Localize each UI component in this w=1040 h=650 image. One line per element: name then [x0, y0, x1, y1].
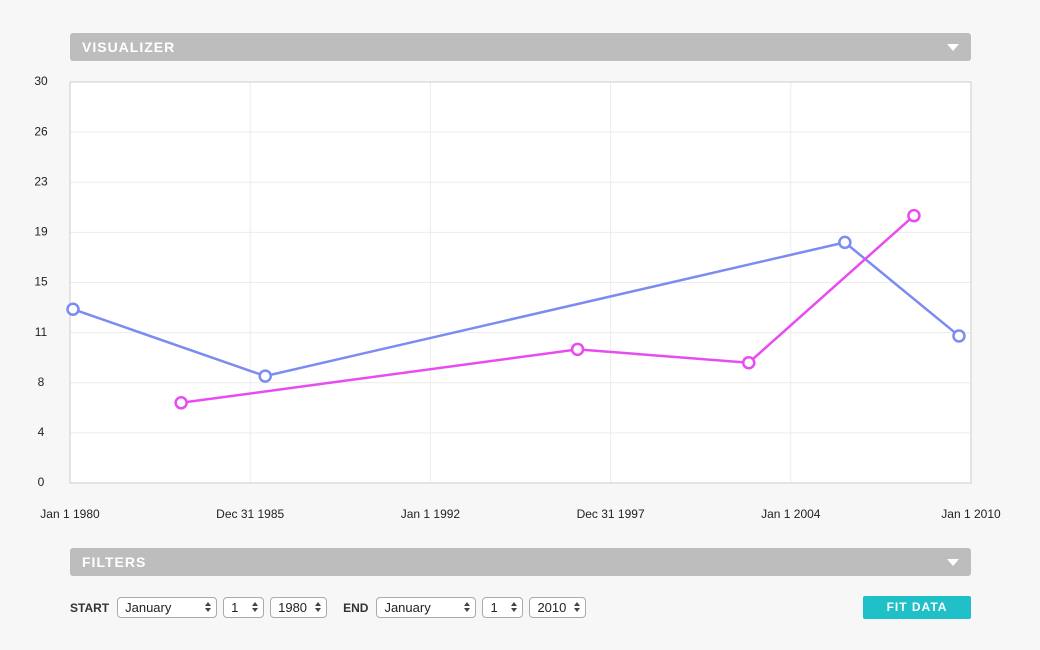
y-tick-label: 0: [38, 475, 45, 489]
data-point: [66, 302, 80, 316]
data-point: [570, 342, 585, 357]
data-point: [907, 208, 921, 223]
x-tick-label: Jan 1 1980: [40, 507, 100, 521]
y-tick-label: 30: [34, 74, 48, 88]
y-tick-label: 8: [38, 375, 45, 389]
end-label: END: [343, 600, 369, 615]
data-point: [174, 396, 188, 410]
y-tick-label: 15: [34, 275, 48, 289]
x-tick-label: Jan 1 1992: [401, 507, 461, 521]
x-tick-label: Jan 1 2004: [761, 507, 821, 521]
y-tick-label: 23: [34, 174, 48, 188]
end-year-select[interactable]: 2010: [529, 597, 587, 618]
start-day-select[interactable]: 1: [223, 597, 265, 618]
visualizer-title: VISUALIZER: [82, 39, 176, 55]
filters-bar[interactable]: FILTERS: [70, 548, 971, 576]
plot-border: [69, 81, 972, 484]
data-point: [952, 329, 966, 343]
data-point: [838, 235, 852, 250]
end-day-select[interactable]: 1: [482, 597, 524, 618]
y-tick-label: 4: [38, 425, 45, 439]
fit-data-button[interactable]: FIT DATA: [863, 596, 971, 619]
chart: 0 4 8 11 15 19 23 26 30 Jan 1 1980 Dec 31 1985 Jan …: [34, 74, 1001, 521]
collapse-icon: [947, 44, 959, 51]
filters-title: FILTERS: [82, 554, 147, 570]
x-tick-label: Dec 31 1997: [577, 507, 645, 521]
filter-controls: START January 1 1980 END January 1 2010: [70, 597, 592, 618]
y-tick-label: 26: [34, 124, 48, 138]
start-year-select[interactable]: 1980: [270, 597, 328, 618]
end-month-select[interactable]: January: [376, 597, 477, 618]
y-tick-label: 19: [34, 225, 48, 239]
y-tick-label: 11: [35, 325, 48, 339]
series-line: [72, 241, 960, 378]
data-point: [742, 355, 756, 370]
collapse-icon: [947, 559, 959, 566]
visualizer-bar[interactable]: VISUALIZER: [70, 33, 971, 61]
data-point: [258, 369, 272, 383]
x-tick-label: Jan 1 2010: [941, 507, 1001, 521]
start-label: START: [70, 600, 110, 615]
series-line: [180, 214, 915, 405]
start-month-select[interactable]: January: [117, 597, 218, 618]
x-tick-label: Dec 31 1985: [216, 507, 284, 521]
